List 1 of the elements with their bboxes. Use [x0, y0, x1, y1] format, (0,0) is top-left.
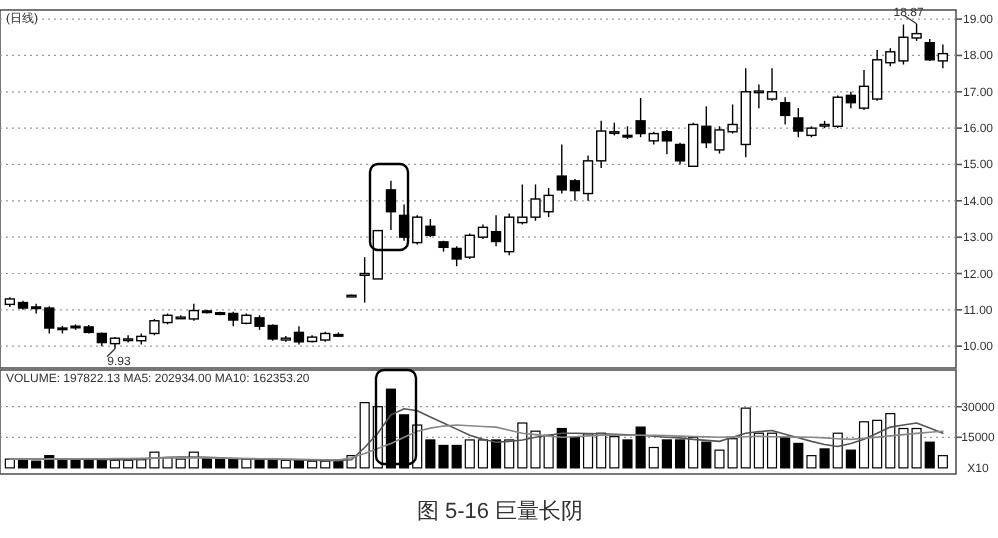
caption: 图 5-16 巨量长阴	[416, 500, 584, 524]
